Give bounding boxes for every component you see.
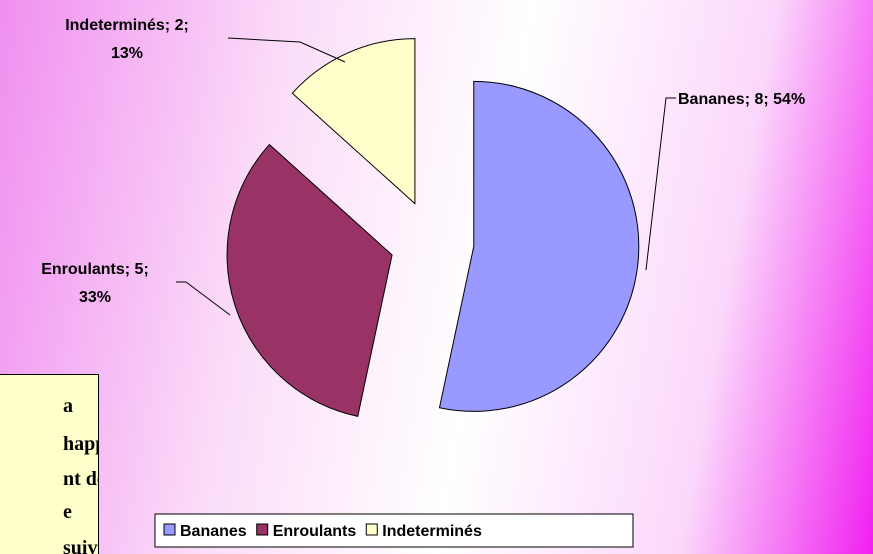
text-line: suivis bbox=[63, 537, 98, 554]
legend-swatch bbox=[365, 523, 378, 536]
text-line: e bbox=[63, 501, 72, 523]
legend-swatch bbox=[163, 523, 176, 536]
legend-label: Bananes bbox=[180, 523, 247, 540]
data-label: Bananes; 8; 54% bbox=[678, 91, 805, 108]
legend-swatch bbox=[256, 523, 269, 536]
pie-slice bbox=[291, 38, 416, 205]
data-label: Enroulants; 5; 33% bbox=[41, 261, 149, 306]
text-box: a happe nt de e suivis bbox=[0, 374, 99, 554]
text-line: happe bbox=[63, 433, 98, 455]
legend-label: Enroulants bbox=[273, 523, 357, 540]
text-line: nt de bbox=[63, 468, 98, 490]
leader-line bbox=[227, 37, 346, 63]
leader-line bbox=[176, 281, 231, 316]
pie-slice bbox=[226, 143, 393, 417]
text-line: a bbox=[63, 395, 73, 417]
data-label: Indeterminés; 2; 13% bbox=[65, 17, 189, 62]
pie-slice bbox=[438, 80, 640, 412]
legend-label: Indeterminés bbox=[382, 523, 482, 540]
legend bbox=[154, 513, 634, 548]
leader-line bbox=[645, 97, 676, 271]
